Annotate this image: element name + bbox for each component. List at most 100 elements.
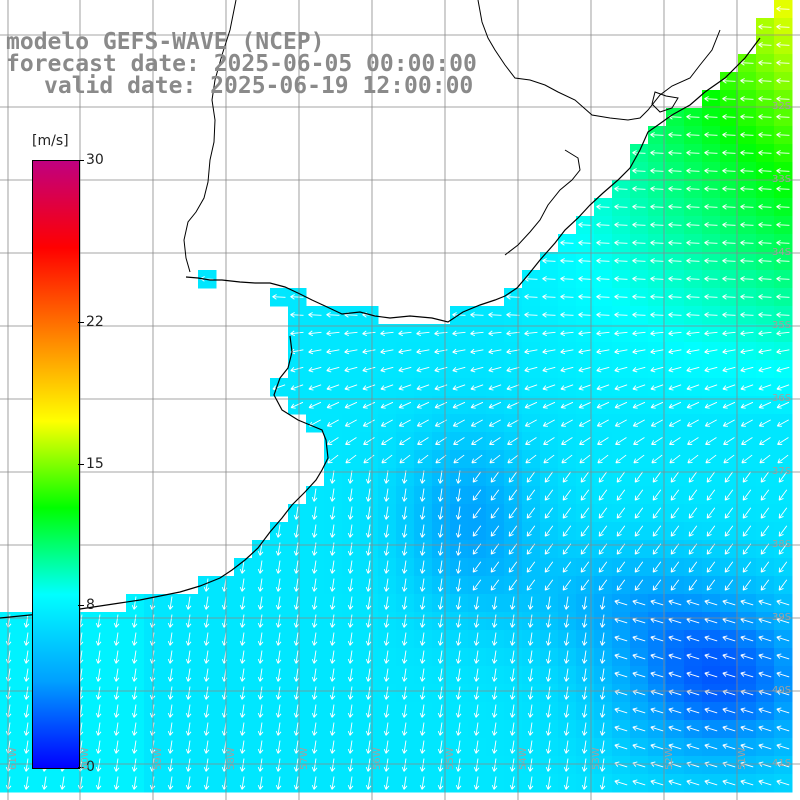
wind-arrow bbox=[668, 204, 682, 210]
wind-arrow bbox=[239, 578, 246, 592]
wind-arrow bbox=[758, 24, 772, 30]
wind-arrow bbox=[778, 507, 788, 519]
wind-arrow bbox=[669, 454, 681, 464]
wind-arrow bbox=[398, 384, 412, 391]
wind-arrow bbox=[581, 614, 588, 628]
wind-arrow bbox=[185, 704, 192, 718]
wind-arrow bbox=[95, 632, 102, 646]
wind-arrow bbox=[599, 704, 606, 718]
wind-arrow bbox=[563, 650, 570, 664]
wind-arrow bbox=[596, 222, 610, 228]
wind-arrow bbox=[437, 650, 444, 664]
wind-arrow bbox=[758, 42, 772, 48]
wind-arrow bbox=[275, 650, 282, 664]
wind-arrow bbox=[509, 686, 516, 700]
wind-arrow bbox=[599, 632, 606, 646]
wind-arrow bbox=[760, 489, 770, 501]
wind-arrow bbox=[239, 686, 246, 700]
wind-arrow bbox=[527, 632, 534, 646]
wind-arrow bbox=[490, 525, 500, 537]
wind-arrow bbox=[491, 686, 498, 700]
wind-arrow bbox=[722, 366, 736, 373]
latitude-label: 40S bbox=[772, 685, 792, 696]
wind-arrow bbox=[257, 722, 264, 736]
wind-arrow bbox=[776, 294, 790, 300]
wind-arrow bbox=[740, 222, 754, 228]
wind-arrow bbox=[597, 437, 609, 445]
wind-arrow bbox=[688, 507, 698, 519]
wind-arrow bbox=[544, 543, 554, 555]
wind-arrow bbox=[490, 543, 500, 555]
wind-arrow bbox=[776, 204, 790, 210]
wind-arrow bbox=[542, 419, 555, 427]
wind-arrow bbox=[59, 776, 66, 790]
wind-arrow bbox=[398, 348, 412, 355]
wind-arrow bbox=[293, 722, 300, 736]
wind-arrow bbox=[740, 258, 754, 264]
wind-arrow bbox=[758, 743, 772, 750]
wind-arrow bbox=[23, 614, 30, 628]
colorbar bbox=[32, 160, 80, 769]
wind-arrow bbox=[419, 632, 426, 646]
wind-arrow bbox=[544, 525, 554, 537]
wind-arrow bbox=[544, 507, 554, 519]
wind-arrow bbox=[632, 204, 646, 210]
wind-arrow bbox=[113, 686, 120, 700]
wind-arrow bbox=[308, 348, 322, 355]
wind-arrow bbox=[650, 653, 664, 660]
wind-arrow bbox=[167, 596, 174, 610]
wind-arrow bbox=[544, 489, 554, 501]
wind-arrow bbox=[598, 489, 608, 501]
wind-arrow bbox=[778, 579, 788, 591]
wind-arrow bbox=[383, 596, 390, 610]
wind-arrow bbox=[95, 758, 102, 772]
title-model: modelo GEFS-WAVE (NCEP) bbox=[6, 29, 325, 55]
wind-arrow bbox=[704, 635, 718, 642]
wind-arrow bbox=[562, 543, 572, 555]
wind-arrow bbox=[329, 578, 336, 592]
wind-arrow bbox=[650, 258, 664, 264]
wind-arrow bbox=[329, 668, 336, 682]
wind-arrow bbox=[383, 704, 390, 718]
wind-arrow bbox=[632, 671, 646, 678]
colorbar-tick-mark bbox=[78, 321, 84, 323]
wind-arrow bbox=[311, 596, 318, 610]
wind-arrow bbox=[488, 384, 502, 391]
wind-arrow bbox=[526, 489, 536, 501]
wind-arrow bbox=[724, 507, 734, 519]
wind-arrow bbox=[560, 312, 574, 318]
wind-arrow bbox=[365, 686, 372, 700]
wind-arrow bbox=[686, 132, 700, 138]
wind-arrow bbox=[290, 294, 304, 300]
wind-arrow bbox=[311, 758, 318, 772]
wind-arrow bbox=[722, 240, 736, 246]
uruguay-river bbox=[183, 0, 237, 273]
wind-arrow bbox=[113, 614, 120, 628]
wind-arrow bbox=[437, 758, 444, 772]
wind-arrow bbox=[668, 168, 682, 174]
wind-arrow bbox=[563, 758, 570, 772]
wind-arrow bbox=[650, 294, 664, 300]
wind-arrow bbox=[599, 686, 606, 700]
wind-arrow bbox=[722, 743, 736, 750]
wind-arrow bbox=[401, 632, 408, 646]
wind-arrow bbox=[614, 401, 628, 409]
wind-arrow bbox=[401, 776, 408, 790]
wind-arrow bbox=[365, 470, 372, 484]
wind-arrow bbox=[668, 222, 682, 228]
wind-arrow bbox=[722, 222, 736, 228]
wind-arrow bbox=[563, 740, 570, 754]
wind-arrow bbox=[365, 740, 372, 754]
wind-arrow bbox=[509, 596, 516, 610]
wind-arrow bbox=[203, 614, 210, 628]
wind-arrow bbox=[722, 653, 736, 660]
wind-arrow bbox=[599, 722, 606, 736]
wind-arrow bbox=[526, 579, 536, 591]
wind-arrow bbox=[344, 366, 358, 373]
wind-arrow bbox=[560, 294, 574, 300]
wind-arrow bbox=[473, 758, 480, 772]
wind-arrow bbox=[293, 668, 300, 682]
wind-arrow bbox=[742, 507, 752, 519]
wind-arrow bbox=[614, 599, 628, 606]
wind-arrow bbox=[758, 599, 772, 606]
